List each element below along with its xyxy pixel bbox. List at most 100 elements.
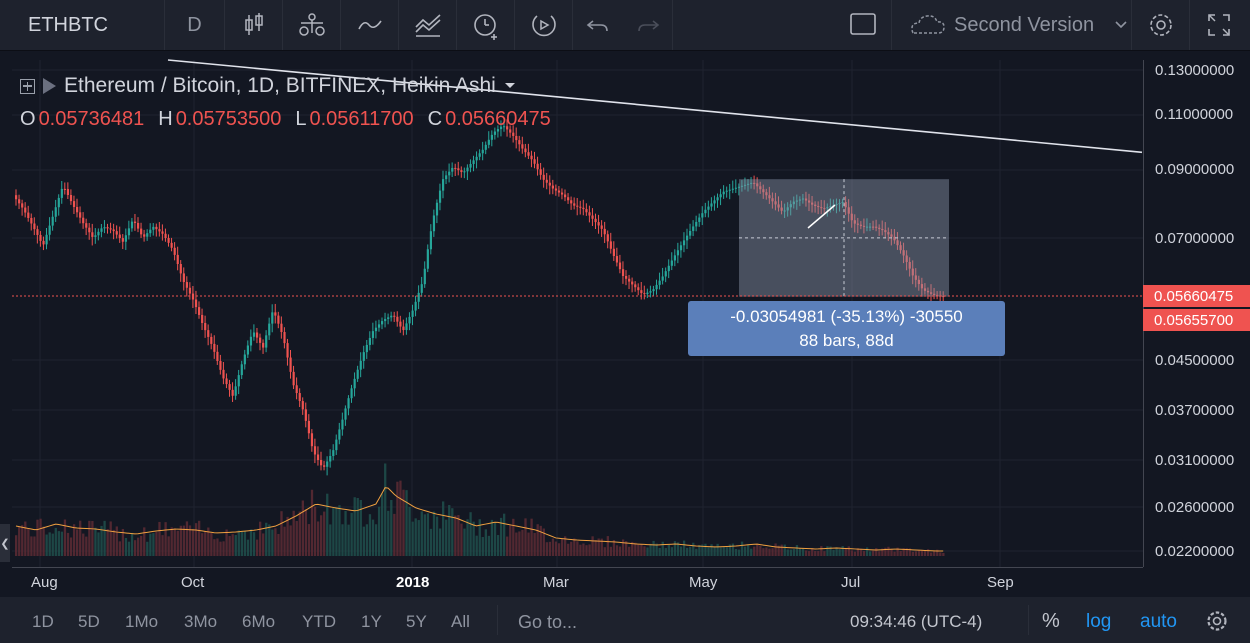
candle-body xyxy=(94,235,97,237)
volume-bar xyxy=(774,543,777,556)
volume-bar xyxy=(920,550,924,556)
candle-body xyxy=(255,332,259,338)
candle-body xyxy=(826,207,829,209)
candle-body xyxy=(716,197,719,201)
range-3mo[interactable]: 3Mo xyxy=(184,612,218,631)
replay-button[interactable] xyxy=(515,0,573,50)
range-5y[interactable]: 5Y xyxy=(406,612,427,631)
candle-body xyxy=(506,126,509,130)
candle-body xyxy=(201,314,204,324)
series-title: Ethereum / Bitcoin, 1D, BITFINEX, Heikin… xyxy=(64,74,496,97)
volume-bar xyxy=(259,521,262,556)
volume-bar xyxy=(316,521,320,556)
volume-bar xyxy=(432,511,436,556)
log-toggle[interactable]: log xyxy=(1086,611,1112,632)
candle-body xyxy=(448,171,451,176)
candle-body xyxy=(811,202,814,205)
volume-bar xyxy=(905,548,908,556)
percent-toggle[interactable]: % xyxy=(1042,610,1060,632)
caret-down-icon[interactable] xyxy=(504,82,516,90)
range-1d[interactable]: 1D xyxy=(32,612,54,631)
candle-body xyxy=(271,312,274,324)
flag-icon xyxy=(43,78,56,94)
time-axis[interactable] xyxy=(12,567,1143,598)
candle-body xyxy=(576,205,579,207)
alert-button[interactable] xyxy=(457,0,515,50)
volume-bar xyxy=(719,547,722,556)
volume-bar xyxy=(908,548,911,556)
candle-body xyxy=(670,260,673,266)
candle-body xyxy=(692,226,695,231)
layout-icon xyxy=(849,13,876,35)
candle-body xyxy=(423,268,426,285)
volume-bar xyxy=(310,489,314,556)
measure-rect[interactable] xyxy=(739,179,949,297)
templates-button[interactable] xyxy=(399,0,457,50)
candle-body xyxy=(182,273,185,283)
candle-body xyxy=(18,199,21,204)
symbol-search[interactable]: ETHBTC xyxy=(10,0,165,50)
compare-button[interactable] xyxy=(283,0,341,50)
bottom-gear-icon[interactable] xyxy=(1204,608,1230,634)
range-all[interactable]: All xyxy=(451,612,470,631)
volume-bar xyxy=(332,508,335,556)
last-price-badge: 0.05660475 xyxy=(1143,285,1250,307)
range-1mo[interactable]: 1Mo xyxy=(125,612,159,631)
candle-body xyxy=(731,188,734,190)
goto-button[interactable]: Go to... xyxy=(518,612,578,632)
volume-bar xyxy=(847,546,850,556)
candle-body xyxy=(39,234,42,241)
price-tick: 0.04500000 xyxy=(1155,352,1235,369)
indicators-button[interactable] xyxy=(341,0,399,50)
series-legend[interactable]: Ethereum / Bitcoin, 1D, BITFINEX, Heikin… xyxy=(20,74,516,98)
chevron-down-icon xyxy=(1115,21,1127,29)
candle-body xyxy=(911,268,914,276)
candle-body xyxy=(149,229,152,234)
volume-bar xyxy=(298,511,301,556)
interval-button[interactable]: D xyxy=(165,0,225,50)
candle-body xyxy=(88,227,91,233)
candle-body xyxy=(298,393,301,402)
volume-bar xyxy=(448,505,451,556)
volume-bars xyxy=(15,463,945,556)
layout-name-button[interactable]: Second Version xyxy=(892,0,1132,50)
candle-body xyxy=(133,221,137,223)
candle-body xyxy=(710,203,713,207)
candle-body xyxy=(484,144,487,150)
volume-bar xyxy=(689,546,692,556)
trendline[interactable] xyxy=(167,59,1143,154)
volume-bar xyxy=(368,514,372,556)
candle-body xyxy=(411,310,414,317)
volume-bar xyxy=(365,524,369,556)
candle-body xyxy=(762,189,765,193)
range-ytd[interactable]: YTD xyxy=(302,612,336,631)
measure-label[interactable]: -0.03054981 (-35.13%) -30550 88 bars, 88… xyxy=(688,301,1005,356)
candle-body xyxy=(97,231,100,236)
range-1y[interactable]: 1Y xyxy=(361,612,382,631)
range-6mo[interactable]: 6Mo xyxy=(242,612,276,631)
candle-body xyxy=(417,292,420,302)
candle-body xyxy=(539,169,542,175)
range-5d[interactable]: 5D xyxy=(78,612,100,631)
volume-bar xyxy=(243,530,247,556)
volume-bar xyxy=(789,549,792,556)
candle-body xyxy=(673,255,676,261)
undo-icon[interactable] xyxy=(583,11,663,39)
candle-body xyxy=(457,168,460,171)
auto-toggle[interactable]: auto xyxy=(1140,611,1177,632)
candles-button[interactable] xyxy=(225,0,283,50)
candle-body xyxy=(664,271,667,277)
volume-bar xyxy=(838,549,841,556)
volume-bar xyxy=(356,497,359,556)
scroll-left-button[interactable]: ❮ xyxy=(0,524,10,562)
candle-body xyxy=(536,163,539,170)
candle-body xyxy=(332,450,335,457)
fullscreen-button[interactable] xyxy=(1190,0,1248,50)
collapse-icon[interactable] xyxy=(20,78,35,94)
volume-bar xyxy=(167,536,170,556)
candle-body xyxy=(487,139,490,145)
candle-body xyxy=(112,229,115,232)
settings-button[interactable] xyxy=(1132,0,1190,50)
layout-button[interactable] xyxy=(834,0,892,50)
